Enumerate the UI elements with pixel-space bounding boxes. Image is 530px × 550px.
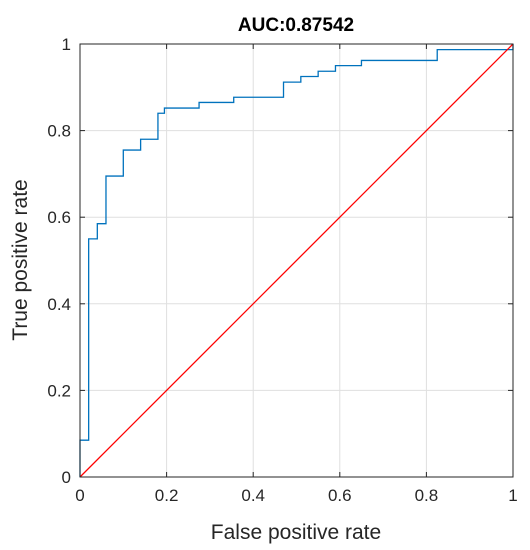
y-tick-label: 1 bbox=[62, 35, 71, 54]
diagonal-reference-line bbox=[79, 43, 514, 478]
chart-title: AUC:0.87542 bbox=[238, 15, 354, 36]
grid bbox=[79, 43, 514, 478]
y-tick-label: 0.6 bbox=[47, 208, 71, 227]
x-tick-label: 0 bbox=[75, 486, 84, 505]
x-tick-label: 1 bbox=[508, 486, 517, 505]
y-tick-label: 0.2 bbox=[47, 381, 71, 400]
series-group bbox=[79, 43, 514, 478]
y-axis-label: True positive rate bbox=[9, 179, 32, 340]
y-tick-label: 0.8 bbox=[47, 122, 71, 141]
ticks: 0 0.2 0.4 0.6 0.8 1 0 0.2 0.4 0.6 0.8 1 bbox=[47, 35, 517, 505]
x-tick-label: 0.8 bbox=[415, 486, 439, 505]
x-tick-label: 0.6 bbox=[328, 486, 352, 505]
x-tick-label: 0.4 bbox=[241, 486, 265, 505]
x-axis-label: False positive rate bbox=[211, 521, 381, 544]
y-tick-label: 0 bbox=[62, 468, 71, 487]
plot-frame bbox=[79, 43, 514, 478]
roc-curve-line bbox=[79, 44, 514, 477]
x-tick-label: 0.2 bbox=[155, 486, 179, 505]
y-tick-label: 0.4 bbox=[47, 295, 71, 314]
